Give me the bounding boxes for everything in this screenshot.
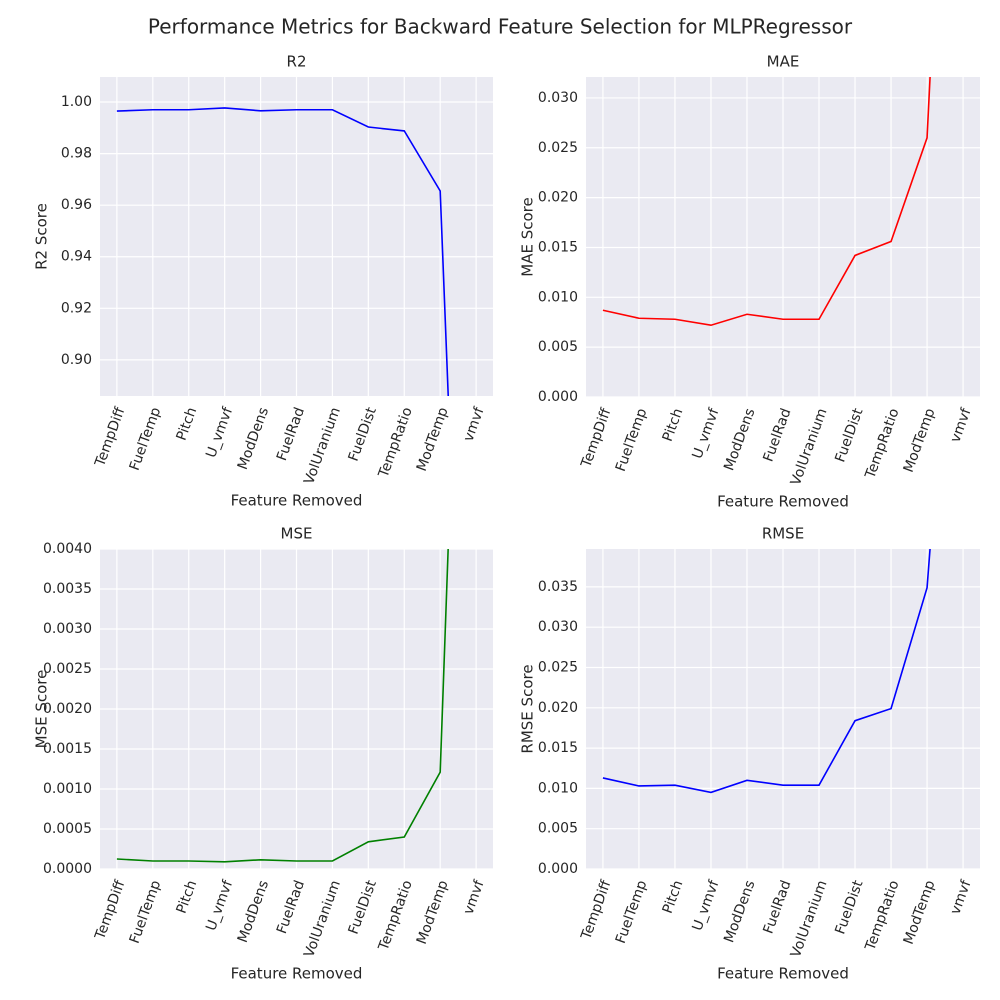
- y-tick-label: 0.0010: [43, 781, 92, 797]
- subplot-title: RMSE: [762, 525, 804, 543]
- y-tick-label: 0.015: [538, 239, 578, 255]
- y-tick-label: 0.005: [538, 821, 578, 837]
- x-tick-label: TempDiff: [92, 878, 129, 943]
- y-tick-label: 0.98: [61, 146, 92, 162]
- y-tick-label: 0.010: [538, 780, 578, 796]
- y-tick-label: 1.00: [61, 94, 92, 110]
- y-tick-label: 0.000: [538, 861, 578, 877]
- x-tick-label: FuelRad: [760, 878, 794, 936]
- y-tick-label: 0.030: [538, 619, 578, 635]
- x-tick-label: TempRatio: [375, 878, 415, 953]
- y-tick-label: 0.0005: [43, 821, 92, 837]
- x-tick-label: Pitch: [174, 405, 201, 443]
- x-tick-label: vmvf: [948, 405, 975, 444]
- x-tick-label: VolUranium: [788, 878, 831, 959]
- y-axis-label: RMSE Score: [519, 664, 537, 753]
- x-tick-label: FuelDist: [346, 405, 380, 464]
- y-tick-label: 0.0020: [43, 701, 92, 717]
- subplot-title: R2: [287, 53, 307, 71]
- x-tick-label: FuelDist: [346, 878, 380, 937]
- x-tick-label: TempDiff: [578, 878, 615, 943]
- y-tick-label: 0.015: [538, 740, 578, 756]
- line: [602, 77, 931, 327]
- y-tick-label: 0.0025: [43, 661, 92, 677]
- subplot-title: MAE: [767, 53, 800, 71]
- x-tick-label: ModTemp: [901, 406, 939, 474]
- x-axis-label: Feature Removed: [231, 492, 363, 510]
- x-tick-label: FuelTemp: [127, 405, 165, 473]
- x-tick-label: ModTemp: [414, 405, 452, 473]
- x-tick-label: ModTemp: [414, 878, 452, 946]
- y-tick-label: 0.025: [538, 659, 578, 675]
- y-tick-label: 0.030: [538, 90, 578, 106]
- y-tick-label: 0.92: [61, 300, 92, 316]
- y-tick-label: 0.0035: [43, 581, 92, 597]
- y-tick-label: 0.025: [538, 140, 578, 156]
- subplot: 0.000 0.005 0.010 0.015 0.020 0.025 0.030 TempD…: [519, 53, 980, 511]
- y-axis-label: MAE Score: [519, 197, 537, 276]
- x-tick-label: FuelRad: [760, 406, 794, 464]
- x-tick-label: TempDiff: [578, 406, 615, 471]
- x-tick-label: FuelTemp: [613, 406, 651, 474]
- x-tick-label: FuelRad: [274, 405, 308, 463]
- x-tick-label: U_vmvf: [203, 404, 236, 460]
- y-axis-label: MSE Score: [33, 670, 51, 749]
- x-tick-label: Pitch: [660, 406, 687, 444]
- x-axis-label: Feature Removed: [717, 493, 849, 511]
- x-tick-label: FuelDist: [832, 406, 866, 465]
- y-tick-label: 0.000: [538, 389, 578, 405]
- x-tick-label: vmvf: [461, 877, 488, 916]
- x-tick-label: vmvf: [461, 404, 488, 443]
- x-axis-label: Feature Removed: [717, 965, 849, 983]
- line: [602, 549, 931, 794]
- y-tick-label: 0.020: [538, 190, 578, 206]
- x-tick-label: FuelTemp: [127, 878, 165, 946]
- x-tick-label: U_vmvf: [690, 405, 723, 461]
- figure-title: Performance Metrics for Backward Feature…: [148, 15, 853, 39]
- x-tick-label: ModTemp: [901, 878, 939, 946]
- x-tick-label: ModDens: [235, 878, 272, 945]
- x-tick-label: ModDens: [235, 405, 272, 472]
- y-tick-label: 0.020: [538, 700, 578, 716]
- x-tick-label: FuelDist: [832, 878, 866, 937]
- y-tick-label: 0.010: [538, 289, 578, 305]
- y-tick-label: 0.94: [61, 249, 92, 265]
- x-tick-label: Pitch: [660, 878, 687, 916]
- x-tick-label: VolUranium: [788, 406, 831, 487]
- x-tick-label: FuelRad: [274, 878, 308, 936]
- x-tick-label: VolUranium: [301, 878, 344, 959]
- y-tick-label: 0.96: [61, 197, 92, 213]
- y-tick-label: 0.90: [61, 352, 92, 368]
- x-tick-label: vmvf: [948, 877, 975, 916]
- y-tick-label: 0.005: [538, 339, 578, 355]
- x-tick-label: U_vmvf: [690, 877, 723, 933]
- subplot-title: MSE: [281, 525, 313, 543]
- x-axis-label: Feature Removed: [231, 965, 363, 983]
- x-tick-label: ModDens: [721, 878, 758, 945]
- x-tick-label: VolUranium: [301, 405, 344, 486]
- y-tick-label: 0.0015: [43, 741, 92, 757]
- y-tick-label: 0.0040: [43, 541, 92, 557]
- x-tick-label: TempRatio: [862, 406, 902, 481]
- line: [116, 107, 450, 396]
- y-tick-label: 0.0000: [43, 861, 92, 877]
- line: [116, 549, 449, 863]
- x-tick-label: FuelTemp: [613, 878, 651, 946]
- y-tick-label: 0.035: [538, 579, 578, 595]
- x-tick-label: TempRatio: [862, 878, 902, 953]
- x-tick-label: U_vmvf: [203, 877, 236, 933]
- x-tick-label: TempRatio: [375, 405, 415, 480]
- x-tick-label: TempDiff: [92, 405, 129, 470]
- y-axis-label: R2 Score: [33, 203, 51, 270]
- x-tick-label: Pitch: [174, 878, 201, 916]
- x-tick-label: ModDens: [721, 406, 758, 473]
- y-tick-label: 0.0030: [43, 621, 92, 637]
